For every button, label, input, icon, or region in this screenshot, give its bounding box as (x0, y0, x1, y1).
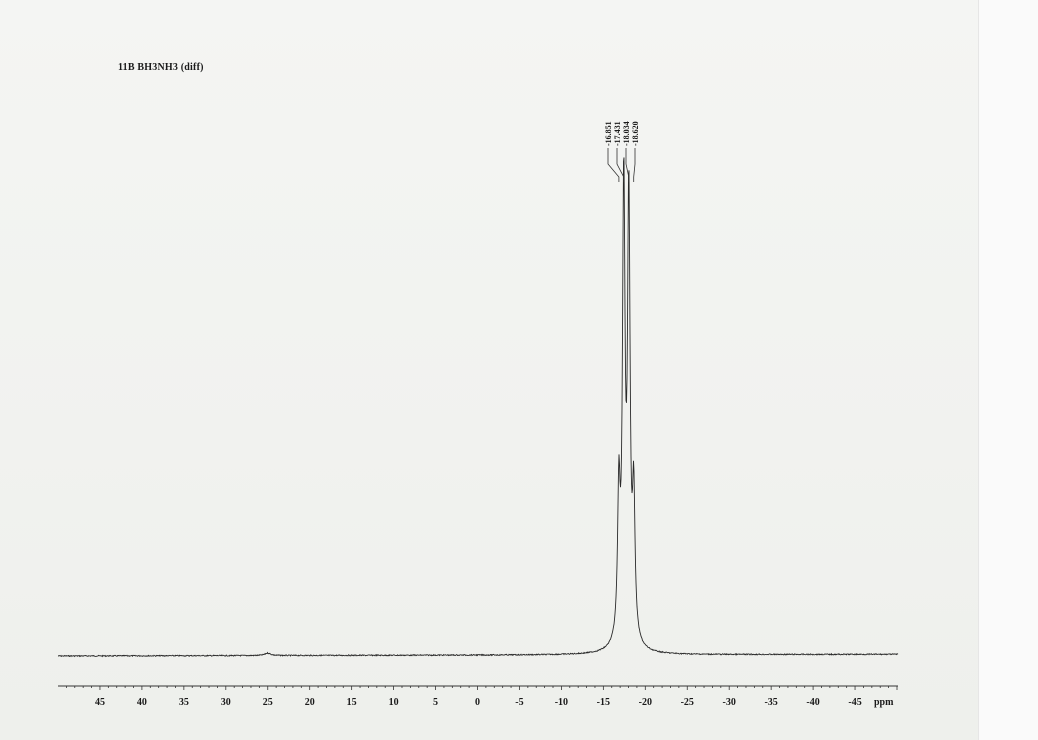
x-tick-label: -30 (723, 697, 736, 708)
x-tick-label: -35 (764, 697, 777, 708)
page-edge (978, 0, 1038, 740)
peak-label: -18.034 (622, 121, 631, 146)
peak-label-connectors (607, 148, 636, 182)
x-axis-tick-labels: 45 40 35 30 25 20 15 10 5 0 -5 -10 -15 -20 -25 -30 -35 -4… (95, 697, 862, 708)
x-axis-label: ppm (874, 697, 894, 708)
peak-label: -18.620 (631, 121, 640, 146)
x-tick-label: -20 (639, 697, 652, 708)
x-tick-label: -15 (597, 697, 610, 708)
x-tick-label: 15 (347, 697, 357, 708)
peak-label-connector (607, 148, 620, 182)
x-tick-label: 35 (179, 697, 189, 708)
x-tick-label: 30 (221, 697, 231, 708)
chart-title: 11B BH3NH3 (diff) (118, 62, 204, 73)
peak-label-connector (616, 148, 625, 182)
peak-label: -17.431 (613, 121, 622, 146)
x-tick-label: 45 (95, 697, 105, 708)
peak-labels: -16.851 -17.431 -18.034 -18.620 (604, 121, 640, 146)
peak-label: -16.851 (604, 121, 613, 146)
x-tick-label: 25 (263, 697, 273, 708)
peak-label-connector (633, 148, 636, 182)
x-tick-label: 20 (305, 697, 315, 708)
x-tick-label: -40 (806, 697, 819, 708)
x-tick-label: -25 (681, 697, 694, 708)
peak-label-connector (625, 148, 630, 182)
spectrum-trace (57, 157, 899, 658)
x-tick-label: -10 (555, 697, 568, 708)
x-tick-label: -5 (515, 697, 523, 708)
x-tick-label: -45 (848, 697, 861, 708)
x-tick-label: 40 (137, 697, 147, 708)
x-axis-ticks (65, 686, 898, 690)
x-tick-label: 5 (433, 697, 438, 708)
x-tick-label: 0 (475, 697, 480, 708)
x-tick-label: 10 (389, 697, 399, 708)
